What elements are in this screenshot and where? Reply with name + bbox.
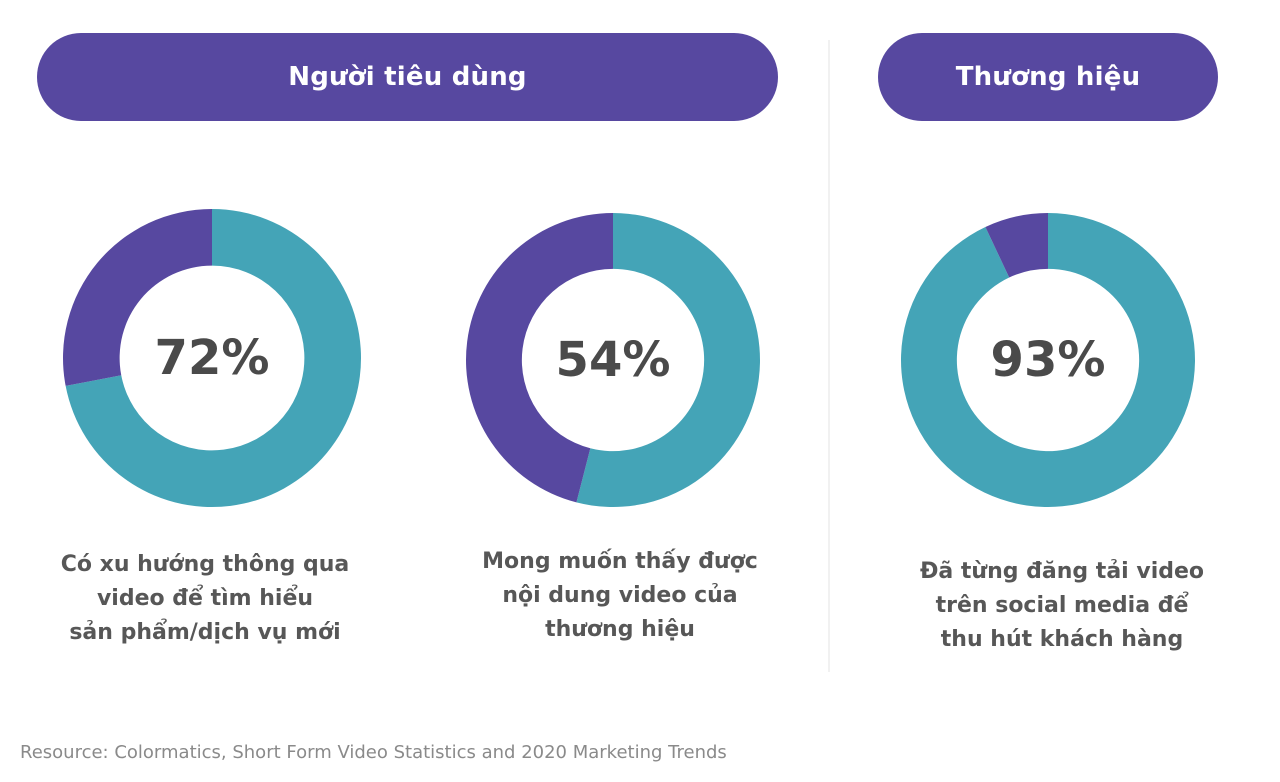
brand-header: Thương hiệu [878,33,1218,121]
donut-slice-main [65,209,361,507]
brand-header-label: Thương hiệu [955,62,1141,92]
donut-chart-consumer-learn: 72% [62,209,361,507]
donut-slice-remainder [62,209,212,386]
donut-slice-main [576,213,760,507]
section-divider [828,40,830,672]
source-footnote: Resource: Colormatics, Short Form Video … [20,742,727,763]
caption-line: sản phẩm/dịch vụ mới [69,620,341,645]
consumer-header-label: Người tiêu dùng [288,62,527,92]
caption-line: Đã từng đăng tải video [919,559,1205,584]
caption-consumer-want: Mong muốn thấy được nội dung video của t… [455,545,785,647]
caption-line: thương hiệu [545,617,695,642]
donut-slice-remainder [985,213,1048,278]
donut-center-label: 72% [155,330,270,386]
caption-brand-posted: Đã từng đăng tải video trên social media… [897,555,1227,657]
donut-center-label: 93% [991,332,1106,388]
donut-chart-brand-posted: 93% [901,213,1195,507]
donut-slice-remainder [466,213,613,503]
donut-slice-main [901,213,1195,507]
caption-line: trên social media để [935,593,1189,618]
donut-center-label: 54% [556,332,671,388]
caption-line: video để tìm hiểu [96,586,314,611]
caption-consumer-learn: Có xu hướng thông qua video để tìm hiểu … [40,548,370,650]
consumer-header: Người tiêu dùng [37,33,778,121]
caption-line: nội dung video của [502,583,738,608]
caption-line: Có xu hướng thông qua [60,552,350,577]
caption-line: thu hút khách hàng [940,627,1184,652]
caption-line: Mong muốn thấy được [482,549,758,574]
donut-chart-consumer-want: 54% [466,213,760,507]
